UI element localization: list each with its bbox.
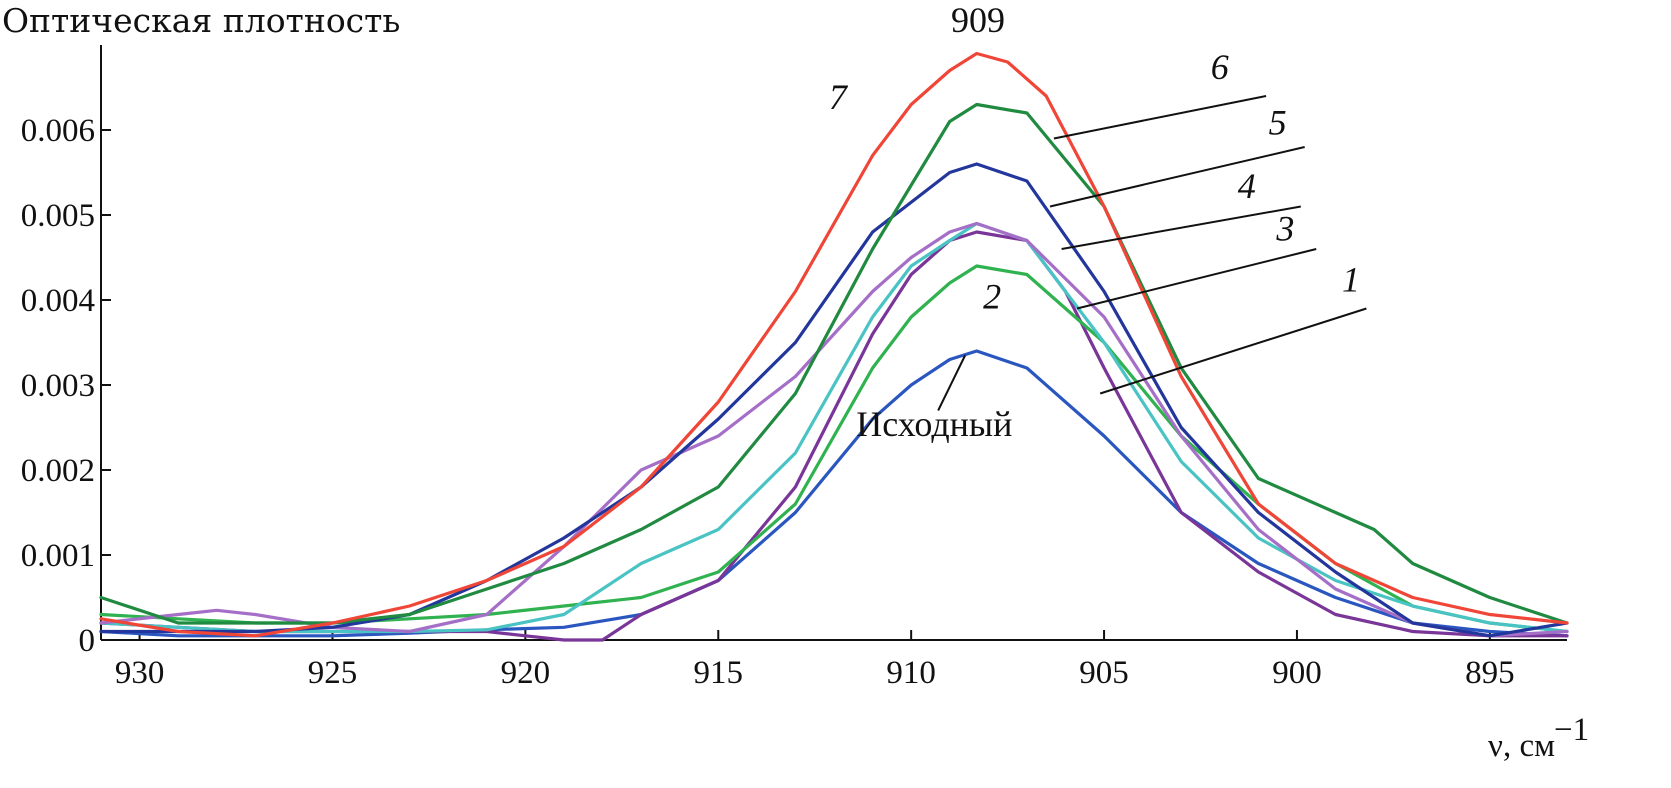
ticks [101,129,1491,641]
series-line-6 [99,102,1569,625]
leader-line [937,354,967,411]
y-tick-label: 0.005 [21,198,95,234]
series [99,51,1569,642]
y-tick-label: 0.003 [21,368,95,404]
y-tick-label: 0.004 [21,283,95,319]
x-tick-label: 930 [115,655,165,691]
series-line-initial [99,349,1569,638]
curve-label-4: 4 [1238,166,1256,206]
leader-lines [937,95,1367,411]
x-tick-label: 920 [501,655,551,691]
leader-line [1099,307,1367,395]
x-tick-label: 915 [694,655,744,691]
curve-label-5: 5 [1269,102,1287,142]
curve-label-6: 6 [1211,47,1229,87]
curve-label-2: 2 [983,277,1001,317]
leader-line [1053,95,1267,140]
x-axis-title-superscript: −1 [1554,712,1589,748]
x-tick-label: 910 [886,655,936,691]
leader-line [1076,248,1317,310]
curve-label-7: 7 [829,77,849,117]
x-tick-label: 905 [1079,655,1129,691]
tick-labels: 0 0.001 0.002 0.003 0.004 0.005 0.006 930 925 920… [21,113,1515,691]
leader-line [1049,146,1305,208]
series-line-7 [99,51,1569,638]
x-tick-label: 900 [1272,655,1322,691]
x-axis-title: ν, см [1488,728,1555,764]
x-tick-label: 925 [308,655,358,691]
y-tick-label: 0.002 [21,453,95,489]
curve-label-3: 3 [1275,209,1294,249]
leader-line [1061,205,1301,250]
curve-label-1: 1 [1342,260,1360,300]
y-axis-title: Оптическая плотность [2,1,400,40]
peak-label: 909 [951,0,1005,40]
x-tick-label: 895 [1465,655,1515,691]
axes [100,45,1567,641]
curve-label-initial: Исходный [856,404,1012,444]
y-tick-label: 0.001 [21,538,95,574]
y-tick-label: 0 [79,623,96,659]
y-tick-label: 0.006 [21,113,95,149]
series-line-5 [99,162,1569,638]
